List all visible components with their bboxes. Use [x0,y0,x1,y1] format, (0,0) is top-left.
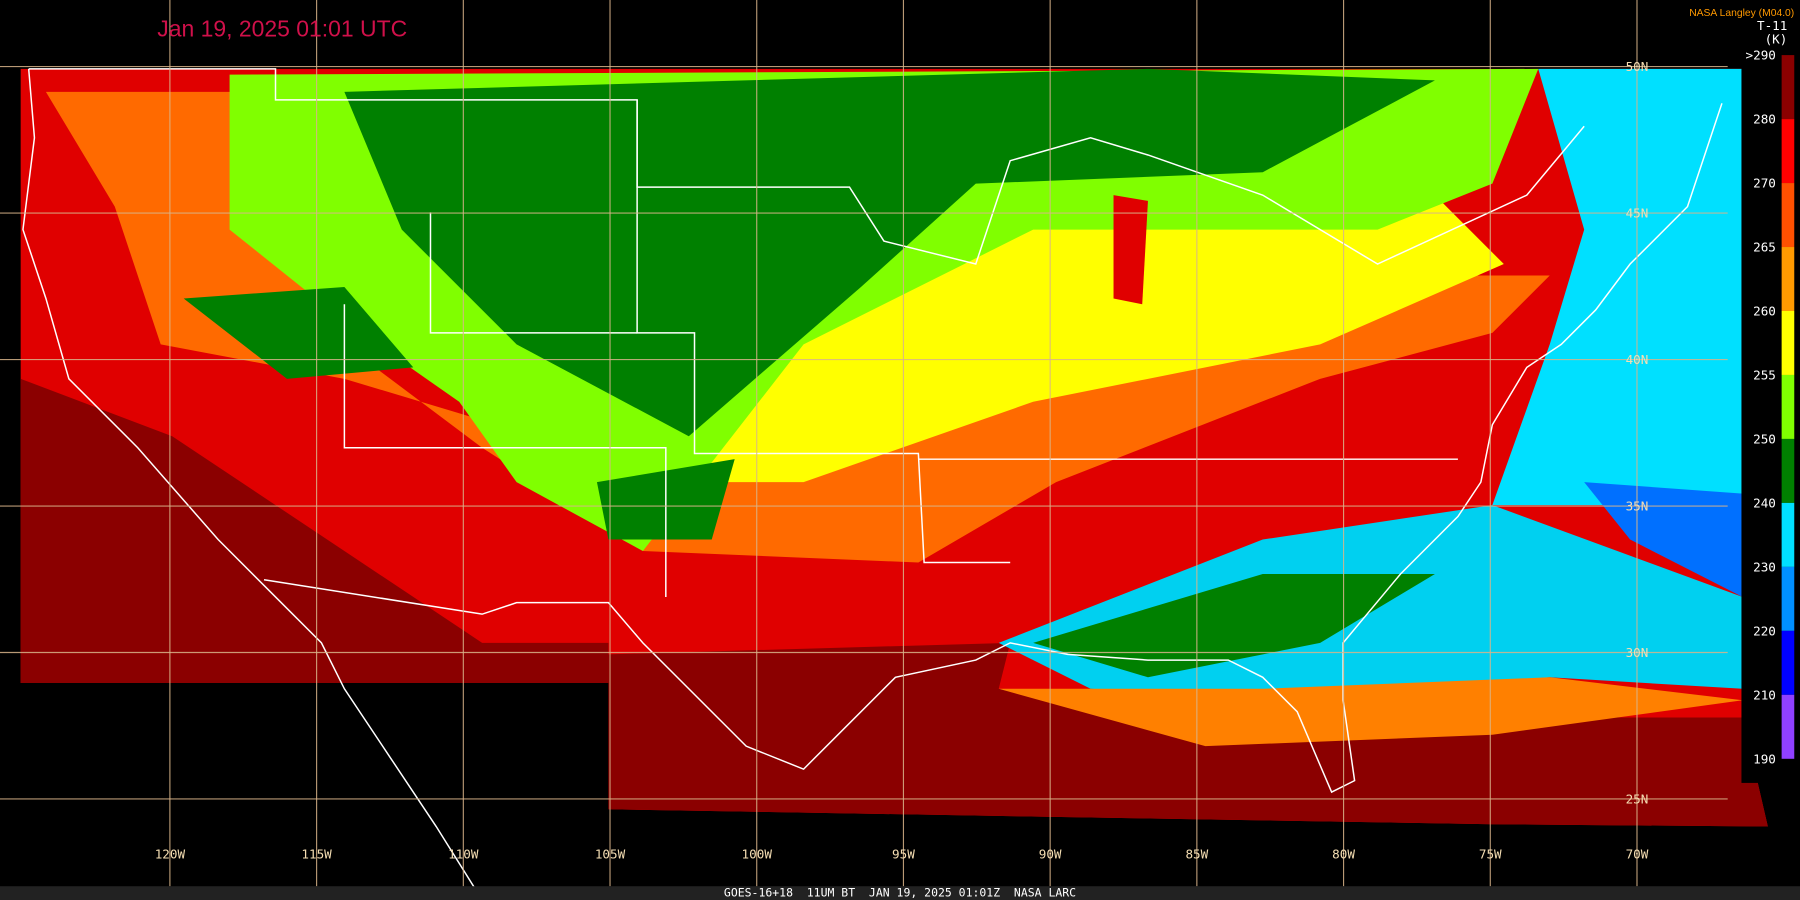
colorbar-label: 250 [1753,432,1776,447]
longitude-label: 110W [448,847,479,862]
colorbar-label: 270 [1753,176,1776,191]
latitude-label: 25N [1626,792,1649,807]
colorbar-segment [1781,55,1795,120]
border [343,304,667,597]
title: Jan 19, 2025 01:01 UTC [157,16,407,42]
colorbar-label: 190 [1753,751,1776,766]
longitude-label: 120W [155,847,186,862]
longitude-label: 80W [1332,847,1355,862]
colorbar-segment [1781,566,1795,631]
footer: GOES-16+18 11UM BT JAN 19, 2025 01:01Z N… [724,886,1076,900]
coastline [22,68,483,900]
borders [22,68,1723,900]
region-cyan [1492,68,1743,506]
region-green [183,286,414,379]
lake-michigan [1113,195,1148,305]
latitude-label: 45N [1626,206,1649,221]
footer-bar [0,886,1800,900]
colorbar-segment [1781,630,1795,695]
latitude-label: 50N [1626,59,1649,74]
longitude-label: 95W [892,847,915,862]
latitude-label: 30N [1626,645,1649,660]
longitude-label: 115W [301,847,332,862]
coastline [263,103,1723,794]
colorbar-segment [1781,374,1795,439]
colorbar-segment [1781,183,1795,248]
colorbar-label: 265 [1753,240,1776,255]
longitude-label: 85W [1185,847,1208,862]
credit: NASA Langley (M04.0) [1689,8,1794,19]
latitude-label: 40N [1626,352,1649,367]
colorbar-label: 255 [1753,368,1776,383]
colorbar: >290 280 270 265 260 255 250 240 230 220 210 190 [1746,48,1795,766]
colorbar-label: >290 [1746,48,1776,63]
imagery [20,68,1768,827]
colorbar-label: 280 [1753,112,1776,127]
colorbar-label: 230 [1753,559,1776,574]
colorbar-segment [1781,247,1795,311]
colorbar-label: 240 [1753,496,1776,511]
colorbar-segment [1781,310,1795,375]
colorbar-label: 260 [1753,304,1776,319]
colorbar-label: 220 [1753,623,1776,638]
longitude-label: 105W [595,847,626,862]
colorbar-segment [1781,119,1795,184]
colorbar-segment [1781,694,1795,759]
colorbar-label: 210 [1753,687,1776,702]
longitude-label: 75W [1479,847,1502,862]
latitude-label: 35N [1626,499,1649,514]
colorbar-segment [1781,438,1795,503]
region-blue [1584,482,1743,597]
longitude-label: 90W [1039,847,1062,862]
colorbar-unit: (K) [1765,32,1788,47]
longitude-label: 100W [742,847,773,862]
graticule: 120W 115W 110W 105W 100W 95W 90W 85W 80W 75W 70W 50… [0,0,1728,887]
colorbar-title: T-11 [1757,18,1787,33]
region-green [1033,573,1435,678]
border [28,68,1585,265]
region-orange [998,677,1743,747]
region-darkred [20,378,609,684]
border [429,212,638,334]
colorbar-segment [1781,502,1795,567]
longitude-label: 70W [1626,847,1649,862]
